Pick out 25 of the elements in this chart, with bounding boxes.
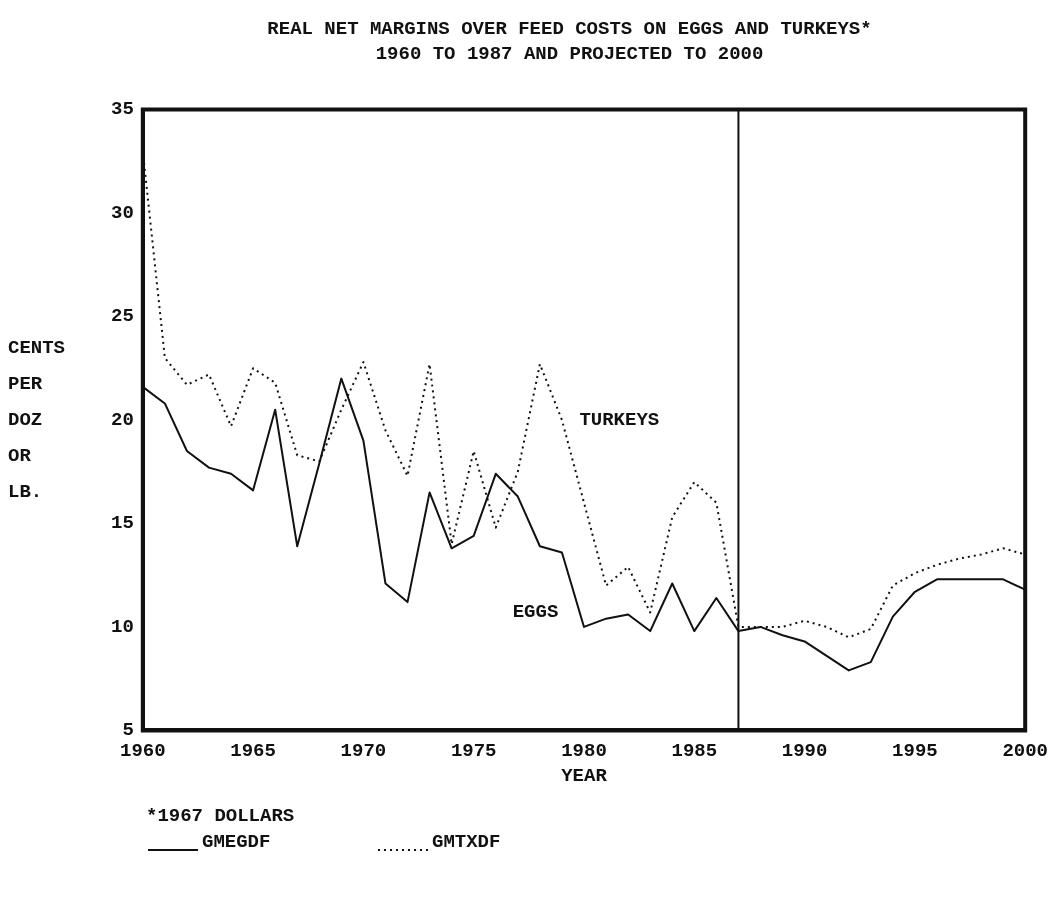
x-tick-label: 1995 <box>892 739 938 762</box>
y-tick-label: 20 <box>110 408 134 431</box>
y-tick-label: 5 <box>122 719 134 742</box>
x-tick-label: 1975 <box>450 739 497 762</box>
y-axis-title: CENTS PER DOZ OR LB. <box>8 336 66 503</box>
y-tick-label: 30 <box>110 201 134 224</box>
y-tick-label: 35 <box>110 98 134 121</box>
x-tick-label: 1965 <box>230 739 276 762</box>
annotation: EGGS <box>512 601 559 624</box>
y-tick-label: 25 <box>110 305 134 328</box>
x-tick-label: 1960 <box>120 739 166 762</box>
x-tick-label: 1985 <box>671 739 718 762</box>
text: *1967 DOLLARS <box>146 804 295 827</box>
x-tick-label: 1980 <box>561 739 607 762</box>
chart-title: REAL NET MARGINS OVER FEED COSTS ON EGGS AND TURKEYS* <box>267 18 872 41</box>
legend-label: GMEGDF <box>202 830 271 853</box>
annotation: TURKEYS <box>579 408 660 431</box>
y-tick-label: 10 <box>110 615 134 638</box>
y-tick-label: 15 <box>110 512 134 535</box>
chart-subtitle: 1960 TO 1987 AND PROJECTED TO 2000 <box>375 42 764 65</box>
x-axis-title: YEAR <box>561 765 608 788</box>
x-tick-label: 2000 <box>1002 739 1048 762</box>
legend-label: GMTXDF <box>432 830 501 853</box>
x-tick-label: 1990 <box>781 739 828 762</box>
x-tick-label: 1970 <box>340 739 387 762</box>
